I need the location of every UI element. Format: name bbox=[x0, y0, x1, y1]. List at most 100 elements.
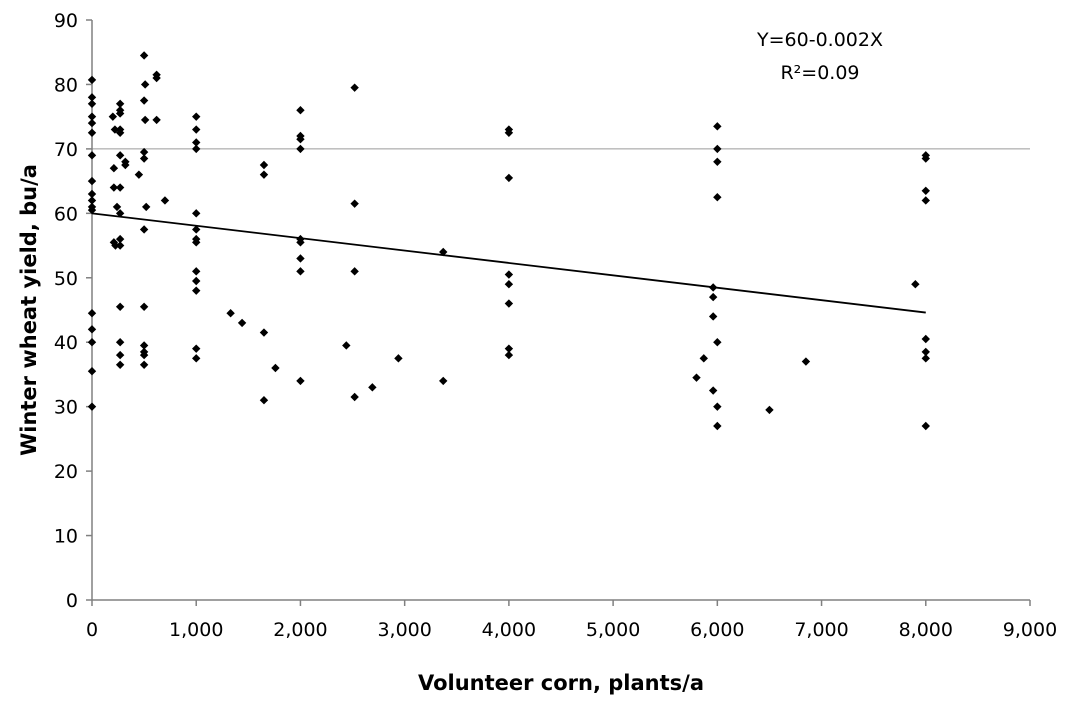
data-point bbox=[921, 421, 930, 431]
data-point bbox=[259, 170, 269, 179]
data-point bbox=[708, 292, 718, 302]
data-point bbox=[109, 238, 119, 247]
trendline bbox=[91, 212, 926, 314]
data-point bbox=[115, 234, 125, 244]
data-point bbox=[87, 151, 97, 160]
y-tick-label: 80 bbox=[54, 74, 78, 96]
data-point bbox=[139, 51, 149, 60]
data-point bbox=[259, 328, 269, 337]
data-point bbox=[699, 354, 708, 363]
y-tick-label: 0 bbox=[66, 590, 78, 612]
data-point bbox=[192, 209, 201, 218]
data-point bbox=[87, 205, 97, 215]
data-point bbox=[921, 334, 930, 344]
y-tick-label: 90 bbox=[54, 10, 78, 32]
data-point bbox=[87, 402, 97, 411]
data-point bbox=[87, 176, 97, 186]
data-point bbox=[708, 283, 718, 292]
x-tick-label: 7,000 bbox=[794, 619, 848, 641]
data-point bbox=[152, 73, 161, 83]
data-point bbox=[271, 363, 280, 373]
y-axis-title: Winter wheat yield, bu/a bbox=[17, 164, 41, 456]
data-point bbox=[921, 196, 930, 205]
data-point bbox=[87, 325, 97, 334]
data-point bbox=[504, 173, 514, 183]
data-point bbox=[350, 392, 359, 402]
data-point bbox=[692, 373, 701, 382]
data-point bbox=[296, 238, 305, 247]
data-point bbox=[139, 350, 149, 360]
data-point bbox=[708, 312, 718, 321]
equation-annotation: Y=60-0.002X bbox=[756, 29, 883, 51]
data-point bbox=[350, 267, 359, 276]
data-point bbox=[87, 128, 97, 137]
data-point bbox=[140, 115, 150, 125]
data-point bbox=[152, 115, 161, 125]
data-point bbox=[139, 360, 149, 369]
data-point bbox=[192, 112, 201, 121]
data-point bbox=[713, 122, 722, 131]
data-point bbox=[296, 135, 305, 144]
data-point bbox=[259, 160, 269, 170]
data-point bbox=[87, 99, 97, 108]
data-point bbox=[350, 199, 359, 208]
y-tick-label: 10 bbox=[54, 526, 78, 548]
data-point bbox=[713, 157, 722, 166]
data-point bbox=[87, 367, 97, 376]
data-point bbox=[141, 202, 151, 212]
data-point bbox=[139, 96, 149, 105]
data-point bbox=[192, 344, 201, 353]
data-point bbox=[226, 309, 235, 318]
x-tick-label: 6,000 bbox=[690, 619, 744, 641]
data-point bbox=[713, 144, 722, 154]
y-tick-label: 30 bbox=[54, 397, 78, 419]
data-point bbox=[139, 302, 149, 311]
data-point bbox=[911, 280, 920, 289]
data-point bbox=[192, 225, 201, 234]
data-point bbox=[713, 338, 722, 347]
x-tick-label: 1,000 bbox=[169, 619, 223, 641]
data-point bbox=[504, 344, 514, 353]
data-point bbox=[921, 154, 930, 163]
data-point bbox=[192, 138, 201, 147]
data-point bbox=[87, 309, 97, 318]
data-point bbox=[296, 106, 305, 115]
y-tick-label: 60 bbox=[54, 203, 78, 225]
data-point bbox=[115, 350, 125, 360]
data-point bbox=[160, 196, 170, 205]
data-point bbox=[259, 396, 269, 405]
data-point bbox=[708, 386, 718, 395]
data-point bbox=[394, 354, 403, 363]
data-point bbox=[134, 170, 144, 179]
y-tick-label: 50 bbox=[54, 268, 78, 290]
data-point bbox=[108, 112, 118, 121]
x-tick-label: 2,000 bbox=[273, 619, 327, 641]
data-point bbox=[112, 202, 122, 212]
data-point bbox=[504, 280, 514, 289]
data-point bbox=[87, 75, 97, 85]
data-point bbox=[765, 405, 774, 415]
data-point bbox=[115, 241, 125, 250]
data-point bbox=[109, 164, 119, 173]
data-point bbox=[368, 383, 377, 392]
x-tick-label: 9,000 bbox=[1003, 619, 1057, 641]
data-point bbox=[192, 286, 201, 295]
data-point bbox=[921, 186, 930, 195]
y-tick-label: 70 bbox=[54, 139, 78, 161]
x-tick-label: 4,000 bbox=[482, 619, 536, 641]
data-point bbox=[87, 338, 97, 347]
data-point bbox=[139, 225, 149, 234]
x-tick-label: 5,000 bbox=[586, 619, 640, 641]
data-point bbox=[192, 144, 201, 154]
data-point bbox=[115, 302, 125, 311]
data-point bbox=[713, 421, 722, 431]
data-point bbox=[121, 160, 130, 170]
data-point bbox=[87, 93, 97, 102]
data-point bbox=[439, 247, 448, 257]
data-point bbox=[115, 99, 125, 108]
data-point bbox=[115, 209, 125, 218]
data-point bbox=[350, 83, 359, 92]
data-point bbox=[296, 376, 305, 386]
data-point bbox=[140, 80, 150, 89]
